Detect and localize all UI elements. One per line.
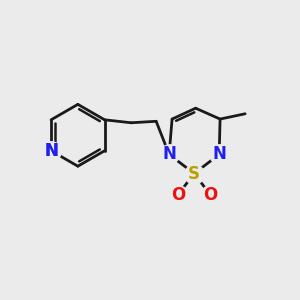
Text: N: N	[44, 142, 58, 160]
Text: N: N	[44, 142, 58, 160]
Text: N: N	[162, 146, 176, 164]
Text: S: S	[188, 165, 200, 183]
Text: N: N	[212, 146, 226, 164]
Text: O: O	[203, 186, 218, 204]
Text: O: O	[171, 186, 185, 204]
